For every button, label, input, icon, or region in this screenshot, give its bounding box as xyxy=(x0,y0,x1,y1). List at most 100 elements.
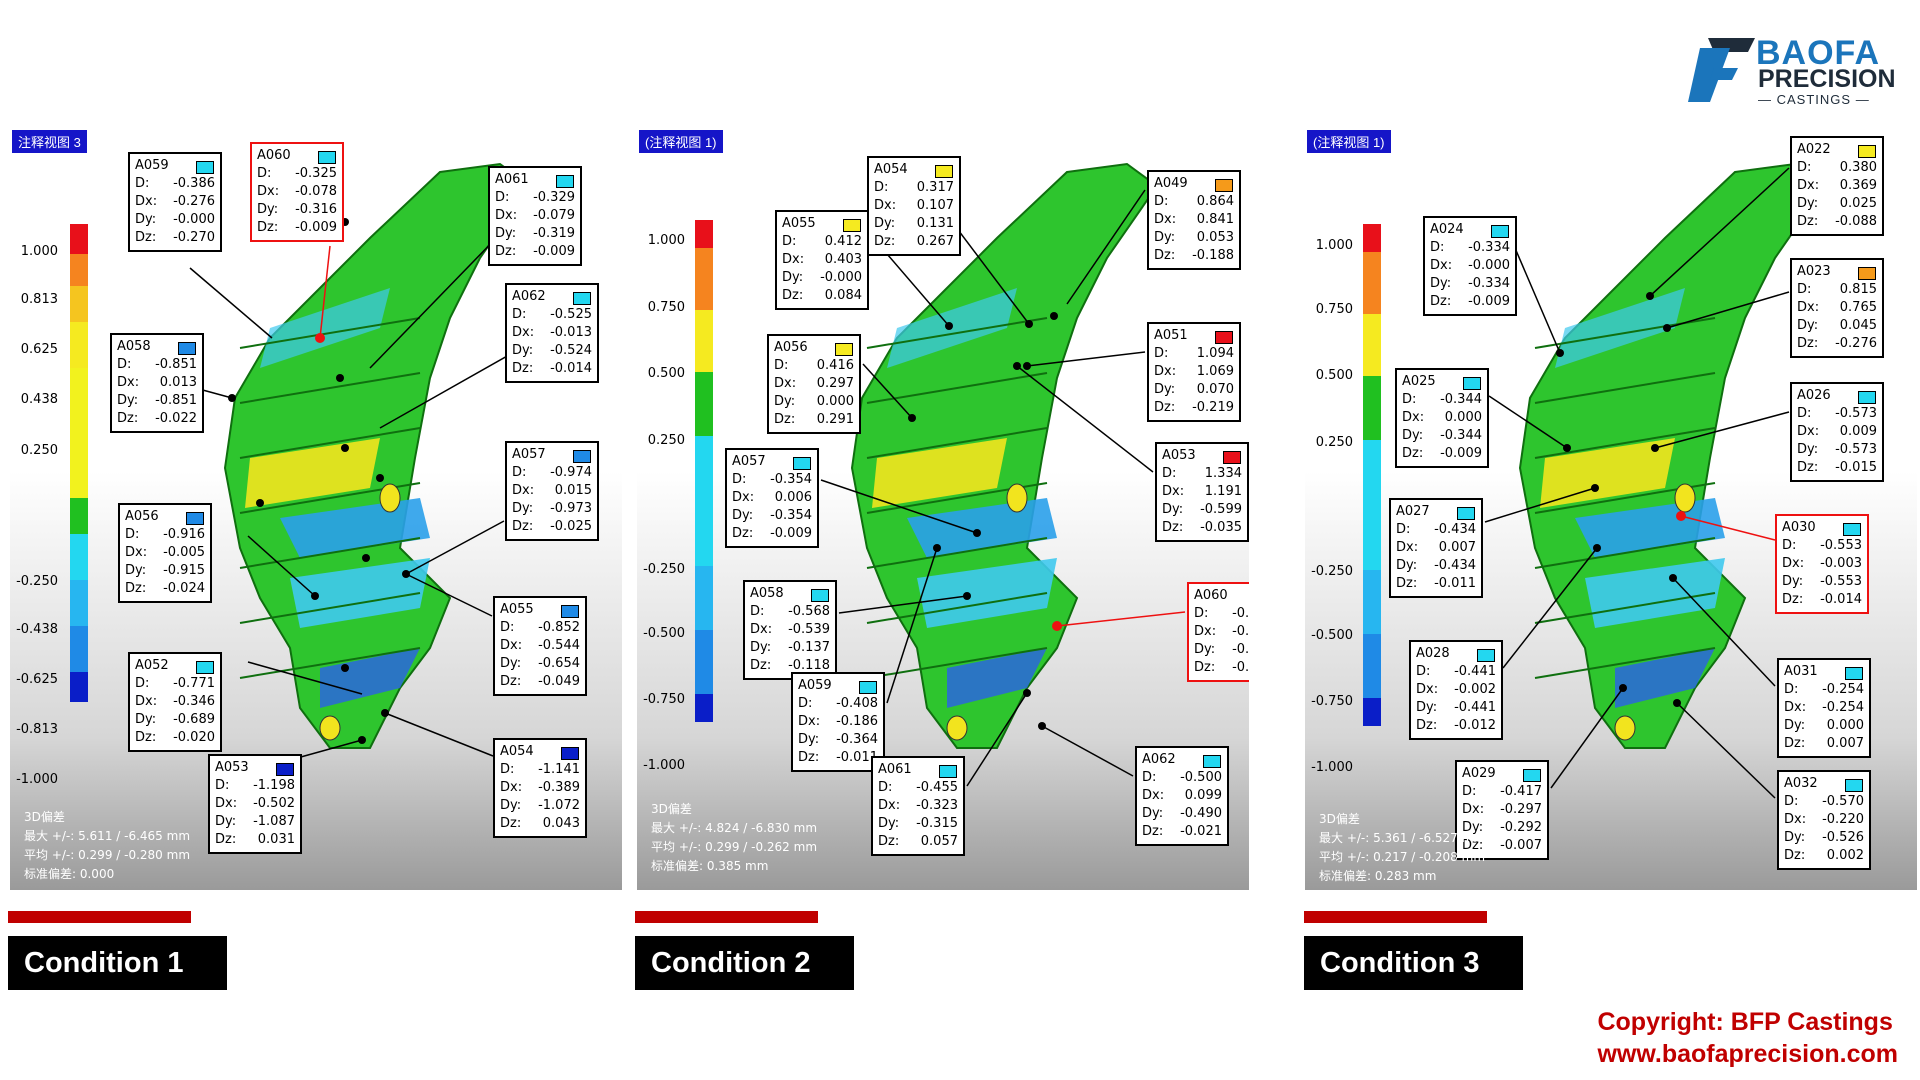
measurement-point[interactable] xyxy=(1563,444,1571,452)
measurement-point[interactable] xyxy=(1025,320,1033,328)
annotation-label-a061[interactable]: A061 D: -0.329 Dx: -0.079 Dy: -0.319 Dz: -0.009 xyxy=(488,166,582,266)
measurement-point[interactable] xyxy=(1619,684,1627,692)
measurement-point[interactable] xyxy=(1038,722,1046,730)
selected-measurement-point[interactable] xyxy=(1676,511,1686,521)
annotation-key: Dz: xyxy=(1784,848,1806,863)
deviation-color-swatch xyxy=(1858,267,1876,280)
annotation-value-dy: 0.000 xyxy=(1826,718,1864,733)
annotation-label-a026[interactable]: A026 D: -0.573 Dx: 0.009 Dy: -0.573 Dz: -0.015 xyxy=(1790,382,1884,482)
annotation-label-a051[interactable]: A051 D: 1.094 Dx: 1.069 Dy: 0.070 Dz: -0.219 xyxy=(1147,322,1241,422)
measurement-point[interactable] xyxy=(1669,574,1677,582)
annotation-row: Dz: -0.009 xyxy=(257,219,337,237)
measurement-point[interactable] xyxy=(1591,484,1599,492)
annotation-label-a030[interactable]: A030 D: -0.553 Dx: -0.003 Dy: -0.553 Dz: -0.014 xyxy=(1775,514,1869,614)
color-scale-label: -0.750 xyxy=(643,692,685,707)
annotation-label-a058[interactable]: A058 D: -0.851 Dx: 0.013 Dy: -0.851 Dz: -0.022 xyxy=(110,333,204,433)
annotation-value-d: -0.441 xyxy=(1454,664,1496,679)
annotation-row: Dy: -0.319 xyxy=(495,225,575,243)
deviation-view-panel-2[interactable]: (注释视图 1) 1.000 0.750 0.500 0.250 -0.250 -0.500… xyxy=(637,128,1249,890)
annotation-label-a057[interactable]: A057 D: -0.974 Dx: 0.015 Dy: -0.973 Dz: -0.025 xyxy=(505,441,599,541)
annotation-leader-line xyxy=(1026,351,1146,367)
measurement-point[interactable] xyxy=(256,499,264,507)
color-scale-label: 1.000 xyxy=(1315,238,1353,253)
annotation-row: Dz: -0.270 xyxy=(135,229,215,247)
deviation-view-panel-1[interactable]: 注释视图 3 1.000 0.813 0.625 0.438 0.250 -0.250 -0.… xyxy=(10,128,622,890)
measurement-point[interactable] xyxy=(963,592,971,600)
selected-measurement-point[interactable] xyxy=(315,333,325,343)
deviation-view-panel-3[interactable]: (注释视图 1) 1.000 0.750 0.500 0.250 -0.250 -0.500… xyxy=(1305,128,1917,890)
measurement-point[interactable] xyxy=(1593,544,1601,552)
annotation-label-a056[interactable]: A056 D: 0.416 Dx: 0.297 Dy: 0.000 Dz: 0.291 xyxy=(767,334,861,434)
annotation-row: Dy: -0.573 xyxy=(1797,441,1877,459)
measurement-point[interactable] xyxy=(358,736,366,744)
measurement-point[interactable] xyxy=(1651,444,1659,452)
annotation-label-a061[interactable]: A061 D: -0.455 Dx: -0.323 Dy: -0.315 Dz: 0.057 xyxy=(871,756,965,856)
annotation-label-a031[interactable]: A031 D: -0.254 Dx: -0.254 Dy: 0.000 Dz: 0.007 xyxy=(1777,658,1871,758)
measurement-point[interactable] xyxy=(341,664,349,672)
color-scale-segment xyxy=(695,694,713,722)
selected-measurement-point[interactable] xyxy=(1052,621,1062,631)
measurement-point[interactable] xyxy=(402,570,410,578)
cast-part-deviation-map[interactable] xyxy=(1305,128,1917,890)
measurement-point[interactable] xyxy=(933,544,941,552)
measurement-point[interactable] xyxy=(973,529,981,537)
annotation-label-a056[interactable]: A056 D: -0.916 Dx: -0.005 Dy: -0.915 Dz: -0.024 xyxy=(118,503,212,603)
measurement-point[interactable] xyxy=(945,322,953,330)
annotation-label-a060[interactable]: A060 D: -0.295 Dx: -0.002 Dy: -0.295 Dz: -0.008 xyxy=(1187,582,1249,682)
annotation-label-a054[interactable]: A054 D: -1.141 Dx: -0.389 Dy: -1.072 Dz: 0.043 xyxy=(493,738,587,838)
measurement-point[interactable] xyxy=(381,709,389,717)
annotation-label-a058[interactable]: A058 D: -0.568 Dx: -0.539 Dy: -0.137 Dz: -0.118 xyxy=(743,580,837,680)
annotation-id: A028 xyxy=(1416,646,1450,661)
annotation-label-a029[interactable]: A029 D: -0.417 Dx: -0.297 Dy: -0.292 Dz: -0.007 xyxy=(1455,760,1549,860)
measurement-point[interactable] xyxy=(1023,689,1031,697)
annotation-label-a027[interactable]: A027 D: -0.434 Dx: 0.007 Dy: -0.434 Dz: -0.011 xyxy=(1389,498,1483,598)
annotation-value-dx: -0.002 xyxy=(1454,682,1496,697)
annotation-value-dz: 0.057 xyxy=(920,834,958,849)
annotation-label-a055[interactable]: A055 D: 0.412 Dx: 0.403 Dy: -0.000 Dz: 0.084 xyxy=(775,210,869,310)
annotation-value-dy: -0.334 xyxy=(1468,276,1510,291)
annotation-leader-line xyxy=(1654,411,1790,449)
measurement-point[interactable] xyxy=(228,394,236,402)
annotation-label-a053[interactable]: A053 D: 1.334 Dx: 1.191 Dy: -0.599 Dz: -0.035 xyxy=(1155,442,1249,542)
measurement-point[interactable] xyxy=(908,414,916,422)
annotation-value-d: -0.344 xyxy=(1440,392,1482,407)
measurement-point[interactable] xyxy=(1013,362,1021,370)
measurement-point[interactable] xyxy=(1663,324,1671,332)
measurement-point[interactable] xyxy=(362,554,370,562)
annotation-label-a057[interactable]: A057 D: -0.354 Dx: 0.006 Dy: -0.354 Dz: -0.009 xyxy=(725,448,819,548)
measurement-point[interactable] xyxy=(1023,362,1031,370)
annotation-value-d: -0.771 xyxy=(173,676,215,691)
annotation-label-a024[interactable]: A024 D: -0.334 Dx: -0.000 Dy: -0.334 Dz: -0.009 xyxy=(1423,216,1517,316)
annotation-label-a052[interactable]: A052 D: -0.771 Dx: -0.346 Dy: -0.689 Dz: -0.020 xyxy=(128,652,222,752)
annotation-label-a054[interactable]: A054 D: 0.317 Dx: 0.107 Dy: 0.131 Dz: 0.267 xyxy=(867,156,961,256)
annotation-label-a055[interactable]: A055 D: -0.852 Dx: -0.544 Dy: -0.654 Dz: -0.049 xyxy=(493,596,587,696)
measurement-point[interactable] xyxy=(336,374,344,382)
annotation-label-a023[interactable]: A023 D: 0.815 Dx: 0.765 Dy: 0.045 Dz: -0.276 xyxy=(1790,258,1884,358)
deviation-color-swatch xyxy=(1477,649,1495,662)
measurement-point[interactable] xyxy=(1646,292,1654,300)
cast-part-deviation-map[interactable] xyxy=(637,128,1249,890)
statistics-line: 标准偏差: 0.385 mm xyxy=(651,859,769,873)
measurement-point[interactable] xyxy=(311,592,319,600)
measurement-point[interactable] xyxy=(341,444,349,452)
annotation-leader-line xyxy=(1016,365,1154,473)
annotation-label-a022[interactable]: A022 D: 0.380 Dx: 0.369 Dy: 0.025 Dz: -0.088 xyxy=(1790,136,1884,236)
annotation-label-a059[interactable]: A059 D: -0.408 Dx: -0.186 Dy: -0.364 Dz: -0.011 xyxy=(791,672,885,772)
annotation-label-a059[interactable]: A059 D: -0.386 Dx: -0.276 Dy: -0.000 Dz: -0.270 xyxy=(128,152,222,252)
annotation-label-a025[interactable]: A025 D: -0.344 Dx: 0.000 Dy: -0.344 Dz: -0.009 xyxy=(1395,368,1489,468)
annotation-label-a049[interactable]: A049 D: 0.864 Dx: 0.841 Dy: 0.053 Dz: -0.188 xyxy=(1147,170,1241,270)
annotation-label-a060[interactable]: A060 D: -0.325 Dx: -0.078 Dy: -0.316 Dz: -0.009 xyxy=(250,142,344,242)
annotation-key: D: xyxy=(500,620,515,635)
measurement-point[interactable] xyxy=(376,474,384,482)
cast-part-deviation-map[interactable] xyxy=(10,128,622,890)
measurement-point[interactable] xyxy=(1673,699,1681,707)
annotation-label-a062[interactable]: A062 D: -0.500 Dx: 0.099 Dy: -0.490 Dz: -0.021 xyxy=(1135,746,1229,846)
annotation-value-dy: -0.000 xyxy=(820,270,862,285)
annotation-label-a032[interactable]: A032 D: -0.570 Dx: -0.220 Dy: -0.526 Dz: 0.002 xyxy=(1777,770,1871,870)
annotation-label-a053[interactable]: A053 D: -1.198 Dx: -0.502 Dy: -1.087 Dz: 0.031 xyxy=(208,754,302,854)
measurement-point[interactable] xyxy=(1556,349,1564,357)
annotation-row: Dx: -0.003 xyxy=(1782,555,1862,573)
annotation-label-a028[interactable]: A028 D: -0.441 Dx: -0.002 Dy: -0.441 Dz: -0.012 xyxy=(1409,640,1503,740)
measurement-point[interactable] xyxy=(1050,312,1058,320)
annotation-label-a062[interactable]: A062 D: -0.525 Dx: -0.013 Dy: -0.524 Dz: -0.014 xyxy=(505,283,599,383)
